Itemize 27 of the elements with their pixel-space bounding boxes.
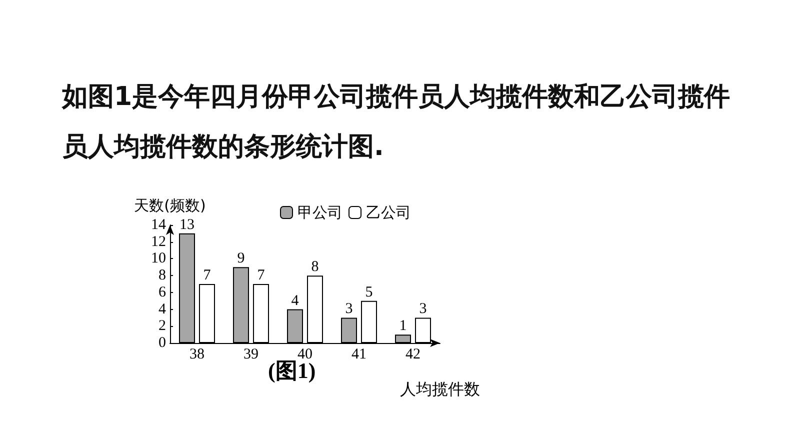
y-tick-label: 0 [158, 335, 166, 351]
chart-title: 如图1是今年四月份甲公司揽件员人均揽件数和乙公司揽件员人均揽件数的条形统计图. [62, 81, 732, 164]
y-tick-label: 14 [151, 217, 166, 233]
x-tick-label: 42 [406, 346, 420, 362]
x-tick-label: 41 [352, 346, 366, 362]
y-tick-label: 6 [158, 284, 166, 300]
data-label: 9 [237, 250, 245, 267]
data-label: 1 [399, 318, 407, 334]
legend-label: 乙公司 [366, 204, 411, 222]
data-label: 7 [257, 268, 266, 284]
data-label: 4 [291, 292, 300, 309]
data-label: 7 [203, 268, 212, 284]
data-label: 3 [345, 301, 353, 318]
y-tick-label: 12 [151, 234, 166, 250]
data-label: 5 [365, 284, 373, 300]
data-label: 13 [180, 216, 194, 233]
x-tick-label: 38 [190, 346, 204, 362]
y-axis-title: 天数(频数) [134, 196, 206, 214]
y-tick-label: 8 [158, 268, 166, 284]
data-label: 3 [419, 301, 427, 318]
x-tick-label: 39 [244, 346, 258, 362]
y-tick-label: 2 [158, 318, 166, 334]
y-tick-label: 4 [158, 301, 166, 318]
y-tick-label: 10 [151, 250, 166, 267]
legend-label: 甲公司 [298, 204, 342, 222]
x-axis-title: 人均揽件数 [400, 380, 480, 398]
data-label: 8 [311, 259, 319, 276]
